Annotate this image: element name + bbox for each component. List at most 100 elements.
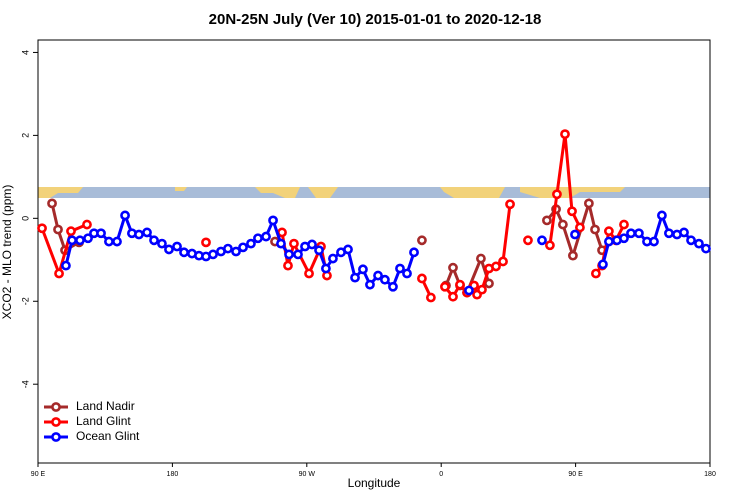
data-point [172, 241, 182, 252]
data-point [373, 270, 383, 281]
x-tick-label: 180 [704, 471, 716, 478]
data-point [568, 250, 578, 261]
data-point [53, 224, 63, 235]
data-point [590, 224, 600, 235]
data-point [664, 228, 674, 239]
data-point [54, 268, 64, 279]
data-point [238, 242, 248, 253]
data-point [598, 259, 608, 270]
data-point [104, 236, 114, 247]
data-point [591, 268, 601, 279]
data-point [365, 279, 375, 290]
data-point [61, 260, 71, 271]
data-point [604, 236, 614, 247]
data-point [83, 233, 93, 244]
legend-label: Ocean Glint [76, 429, 140, 443]
data-point [164, 244, 174, 255]
data-point [67, 235, 77, 246]
data-point [448, 262, 458, 273]
data-point [179, 247, 189, 258]
plot-frame [37, 39, 711, 464]
data-point [484, 278, 494, 289]
data-point [619, 233, 629, 244]
x-tick-label: 180 [167, 471, 179, 478]
data-point [505, 199, 515, 210]
data-point [604, 226, 614, 237]
data-point [284, 249, 294, 260]
data-point [157, 238, 167, 249]
data-point [223, 243, 233, 254]
data-point [626, 228, 636, 239]
x-axis-label: Longitude [348, 476, 401, 490]
data-point [558, 219, 568, 230]
data-point [649, 236, 659, 247]
data-point [149, 235, 159, 246]
data-point [575, 222, 585, 233]
data-point [307, 239, 317, 250]
data-point [552, 189, 562, 200]
legend-label: Land Glint [76, 414, 131, 428]
data-point [343, 244, 353, 255]
data-point [246, 238, 256, 249]
data-point [417, 235, 427, 246]
x-tick-label: 90 E [568, 471, 583, 478]
data-point [304, 268, 314, 279]
chart-title: 20N-25N July (Ver 10) 2015-01-01 to 2020… [209, 11, 542, 28]
data-point [208, 249, 218, 260]
y-tick-label: 2 [20, 133, 30, 138]
data-point [37, 223, 47, 234]
data-point [289, 238, 299, 249]
data-point [477, 284, 487, 295]
data-point [283, 260, 293, 271]
data-point [134, 229, 144, 240]
data-point [455, 279, 465, 290]
data-point [388, 281, 398, 292]
data-point [491, 261, 501, 272]
data-point [545, 240, 555, 251]
data-point [464, 285, 474, 296]
data-point [82, 219, 92, 230]
data-point [75, 235, 85, 246]
data-point [523, 235, 533, 246]
data-point [358, 264, 368, 275]
data-point [253, 233, 263, 244]
data-point [142, 227, 152, 238]
data-point [542, 215, 552, 226]
legend-marker [51, 417, 61, 427]
data-point [476, 253, 486, 264]
data-point [402, 268, 412, 279]
data-point [201, 237, 211, 248]
data-point [112, 236, 122, 247]
data-point [694, 238, 704, 249]
data-point [417, 273, 427, 284]
legend-marker [51, 432, 61, 442]
data-point [686, 235, 696, 246]
data-point [96, 228, 106, 239]
data-point [350, 272, 360, 283]
y-tick-label: -4 [20, 380, 30, 388]
data-point [619, 219, 629, 230]
map-band [38, 187, 710, 198]
y-tick-label: -2 [20, 297, 30, 305]
data-point [395, 263, 405, 274]
data-point [268, 215, 278, 226]
y-axis-label: XCO2 - MLO trend (ppm) [0, 185, 14, 320]
series-line [40, 223, 88, 279]
x-tick-label: 90 E [31, 471, 46, 478]
data-point [425, 292, 436, 303]
data-point [701, 243, 711, 254]
data-point [570, 229, 580, 240]
data-point [261, 231, 271, 242]
data-point [47, 198, 57, 209]
data-point [409, 247, 419, 258]
data-point [66, 226, 76, 237]
data-point [567, 206, 577, 217]
y-tick-label: 4 [20, 50, 30, 55]
data-point [634, 228, 644, 239]
data-point [328, 253, 338, 264]
data-point [276, 238, 286, 249]
data-point [440, 281, 450, 292]
data-point [314, 245, 324, 256]
